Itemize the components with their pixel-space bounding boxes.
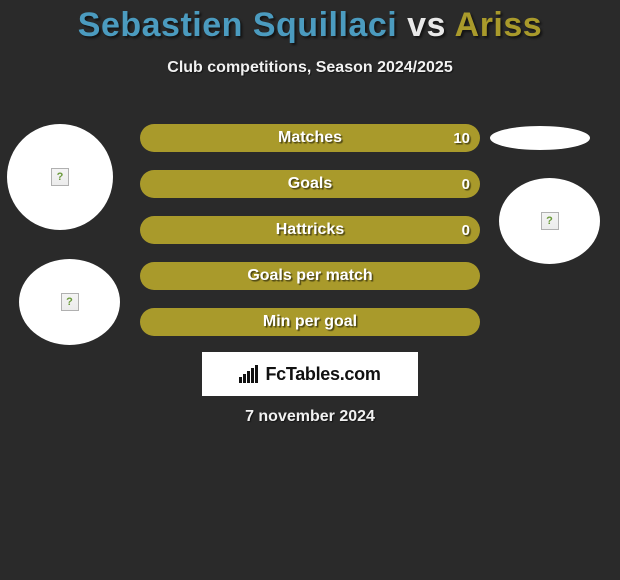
stat-value: 0	[462, 170, 470, 198]
stat-value: 10	[453, 124, 470, 152]
stat-label: Goals per match	[140, 262, 480, 290]
stat-row: Matches10	[140, 124, 480, 152]
brand-bars-icon	[239, 365, 259, 383]
title-right: Ariss	[455, 6, 543, 44]
page-title: Sebastien Squillaci vs Ariss	[0, 0, 620, 45]
brand-badge: FcTables.com	[202, 352, 418, 396]
stat-label: Matches	[140, 124, 480, 152]
title-mid: vs	[397, 6, 454, 44]
subtitle: Club competitions, Season 2024/2025	[0, 59, 620, 77]
stat-row: Hattricks0	[140, 216, 480, 244]
avatar-placeholder	[490, 126, 590, 150]
stat-row: Min per goal	[140, 308, 480, 336]
brand-text: FcTables.com	[265, 364, 380, 385]
stat-row: Goals0	[140, 170, 480, 198]
title-left: Sebastien Squillaci	[78, 6, 397, 44]
stat-label: Min per goal	[140, 308, 480, 336]
stat-label: Hattricks	[140, 216, 480, 244]
stat-label: Goals	[140, 170, 480, 198]
stat-row: Goals per match	[140, 262, 480, 290]
broken-image-icon: ?	[541, 212, 559, 230]
avatar-placeholder: ?	[7, 124, 113, 230]
broken-image-icon: ?	[61, 293, 79, 311]
stat-bars: Matches10Goals0Hattricks0Goals per match…	[140, 124, 480, 354]
stat-value: 0	[462, 216, 470, 244]
avatar-placeholder: ?	[499, 178, 600, 264]
date-line: 7 november 2024	[0, 408, 620, 426]
broken-image-icon: ?	[51, 168, 69, 186]
avatar-placeholder: ?	[19, 259, 120, 345]
